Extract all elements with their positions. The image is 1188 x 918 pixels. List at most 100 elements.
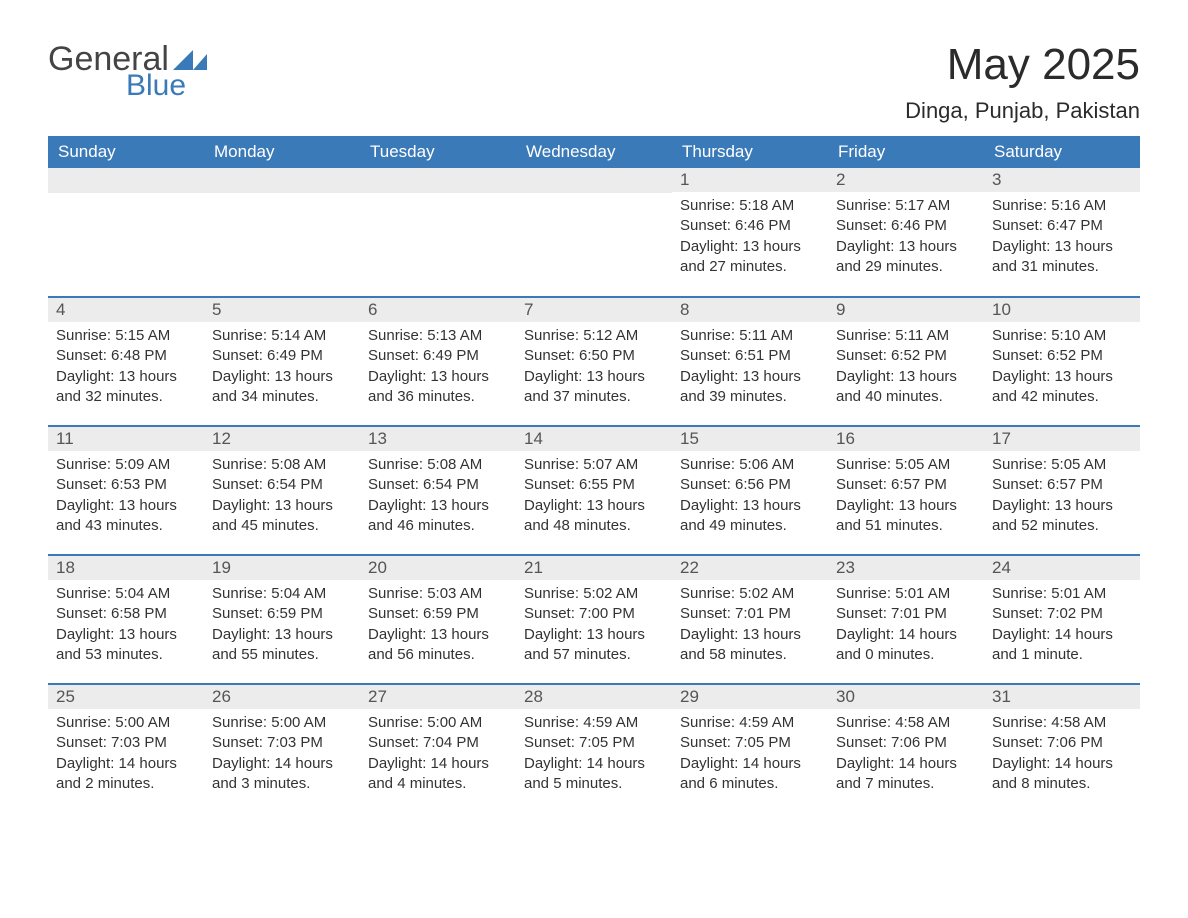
day-cell-empty: [48, 168, 204, 278]
day-number: [48, 168, 204, 193]
day-cell: 19Sunrise: 5:04 AMSunset: 6:59 PMDayligh…: [204, 556, 360, 665]
weekday-header: Monday: [204, 136, 360, 168]
day-cell: 16Sunrise: 5:05 AMSunset: 6:57 PMDayligh…: [828, 427, 984, 536]
sunset-line: Sunset: 6:49 PM: [368, 346, 508, 366]
sunrise-line: Sunrise: 5:04 AM: [212, 584, 352, 604]
day-cell: 29Sunrise: 4:59 AMSunset: 7:05 PMDayligh…: [672, 685, 828, 794]
day-body: Sunrise: 5:11 AMSunset: 6:52 PMDaylight:…: [828, 322, 984, 407]
day-number: 24: [984, 556, 1140, 580]
day-body: Sunrise: 5:18 AMSunset: 6:46 PMDaylight:…: [672, 192, 828, 277]
sunrise-line: Sunrise: 5:07 AM: [524, 455, 664, 475]
day-body: Sunrise: 5:02 AMSunset: 7:01 PMDaylight:…: [672, 580, 828, 665]
week-row: 11Sunrise: 5:09 AMSunset: 6:53 PMDayligh…: [48, 425, 1140, 554]
day-body: Sunrise: 4:59 AMSunset: 7:05 PMDaylight:…: [516, 709, 672, 794]
weeks-container: 1Sunrise: 5:18 AMSunset: 6:46 PMDaylight…: [48, 168, 1140, 812]
sunrise-line: Sunrise: 4:58 AM: [836, 713, 976, 733]
sunset-line: Sunset: 6:52 PM: [836, 346, 976, 366]
sunset-line: Sunset: 6:46 PM: [836, 216, 976, 236]
day-number: 5: [204, 298, 360, 322]
sunset-line: Sunset: 7:05 PM: [524, 733, 664, 753]
day-number: 26: [204, 685, 360, 709]
sunset-line: Sunset: 7:00 PM: [524, 604, 664, 624]
sunrise-line: Sunrise: 4:59 AM: [524, 713, 664, 733]
day-body: Sunrise: 5:06 AMSunset: 6:56 PMDaylight:…: [672, 451, 828, 536]
sunrise-line: Sunrise: 5:03 AM: [368, 584, 508, 604]
sunset-line: Sunset: 7:01 PM: [680, 604, 820, 624]
day-number: 29: [672, 685, 828, 709]
sunset-line: Sunset: 6:56 PM: [680, 475, 820, 495]
daylight-line: Daylight: 13 hours and 57 minutes.: [524, 625, 664, 666]
day-number: [204, 168, 360, 193]
daylight-line: Daylight: 13 hours and 27 minutes.: [680, 237, 820, 278]
daylight-line: Daylight: 13 hours and 51 minutes.: [836, 496, 976, 537]
daylight-line: Daylight: 13 hours and 42 minutes.: [992, 367, 1132, 408]
sunrise-line: Sunrise: 5:11 AM: [680, 326, 820, 346]
day-cell: 10Sunrise: 5:10 AMSunset: 6:52 PMDayligh…: [984, 298, 1140, 407]
daylight-line: Daylight: 13 hours and 37 minutes.: [524, 367, 664, 408]
daylight-line: Daylight: 13 hours and 43 minutes.: [56, 496, 196, 537]
sunrise-line: Sunrise: 5:17 AM: [836, 196, 976, 216]
day-number: 13: [360, 427, 516, 451]
day-cell: 3Sunrise: 5:16 AMSunset: 6:47 PMDaylight…: [984, 168, 1140, 278]
day-number: 19: [204, 556, 360, 580]
day-number: 20: [360, 556, 516, 580]
daylight-line: Daylight: 14 hours and 3 minutes.: [212, 754, 352, 795]
day-body: Sunrise: 5:05 AMSunset: 6:57 PMDaylight:…: [828, 451, 984, 536]
day-body: Sunrise: 5:08 AMSunset: 6:54 PMDaylight:…: [204, 451, 360, 536]
day-cell: 13Sunrise: 5:08 AMSunset: 6:54 PMDayligh…: [360, 427, 516, 536]
sunrise-line: Sunrise: 5:12 AM: [524, 326, 664, 346]
day-number: 30: [828, 685, 984, 709]
day-number: 8: [672, 298, 828, 322]
weekday-header: Tuesday: [360, 136, 516, 168]
sunrise-line: Sunrise: 5:09 AM: [56, 455, 196, 475]
week-row: 18Sunrise: 5:04 AMSunset: 6:58 PMDayligh…: [48, 554, 1140, 683]
sunrise-line: Sunrise: 5:01 AM: [836, 584, 976, 604]
sunrise-line: Sunrise: 5:13 AM: [368, 326, 508, 346]
calendar: SundayMondayTuesdayWednesdayThursdayFrid…: [48, 136, 1140, 812]
week-row: 1Sunrise: 5:18 AMSunset: 6:46 PMDaylight…: [48, 168, 1140, 296]
day-cell: 22Sunrise: 5:02 AMSunset: 7:01 PMDayligh…: [672, 556, 828, 665]
daylight-line: Daylight: 13 hours and 53 minutes.: [56, 625, 196, 666]
daylight-line: Daylight: 14 hours and 7 minutes.: [836, 754, 976, 795]
header: General Blue May 2025 Dinga, Punjab, Pak…: [48, 40, 1140, 124]
day-number: 10: [984, 298, 1140, 322]
day-cell: 17Sunrise: 5:05 AMSunset: 6:57 PMDayligh…: [984, 427, 1140, 536]
day-body: Sunrise: 5:15 AMSunset: 6:48 PMDaylight:…: [48, 322, 204, 407]
sunset-line: Sunset: 6:59 PM: [212, 604, 352, 624]
sunset-line: Sunset: 6:48 PM: [56, 346, 196, 366]
sunrise-line: Sunrise: 5:00 AM: [56, 713, 196, 733]
day-cell-empty: [204, 168, 360, 278]
sunset-line: Sunset: 7:01 PM: [836, 604, 976, 624]
sunset-line: Sunset: 6:50 PM: [524, 346, 664, 366]
day-body: Sunrise: 5:01 AMSunset: 7:02 PMDaylight:…: [984, 580, 1140, 665]
daylight-line: Daylight: 13 hours and 31 minutes.: [992, 237, 1132, 278]
sunset-line: Sunset: 7:05 PM: [680, 733, 820, 753]
sunset-line: Sunset: 7:02 PM: [992, 604, 1132, 624]
day-number: 22: [672, 556, 828, 580]
daylight-line: Daylight: 14 hours and 1 minute.: [992, 625, 1132, 666]
sunrise-line: Sunrise: 5:14 AM: [212, 326, 352, 346]
day-number: 18: [48, 556, 204, 580]
day-cell: 20Sunrise: 5:03 AMSunset: 6:59 PMDayligh…: [360, 556, 516, 665]
day-cell: 4Sunrise: 5:15 AMSunset: 6:48 PMDaylight…: [48, 298, 204, 407]
day-cell: 9Sunrise: 5:11 AMSunset: 6:52 PMDaylight…: [828, 298, 984, 407]
sunrise-line: Sunrise: 5:15 AM: [56, 326, 196, 346]
day-body: Sunrise: 5:01 AMSunset: 7:01 PMDaylight:…: [828, 580, 984, 665]
daylight-line: Daylight: 13 hours and 34 minutes.: [212, 367, 352, 408]
month-title: May 2025: [905, 40, 1140, 90]
sunset-line: Sunset: 6:51 PM: [680, 346, 820, 366]
day-number: 23: [828, 556, 984, 580]
weekday-header: Wednesday: [516, 136, 672, 168]
day-number: 14: [516, 427, 672, 451]
daylight-line: Daylight: 14 hours and 6 minutes.: [680, 754, 820, 795]
day-cell: 31Sunrise: 4:58 AMSunset: 7:06 PMDayligh…: [984, 685, 1140, 794]
sunrise-line: Sunrise: 5:02 AM: [524, 584, 664, 604]
day-cell: 1Sunrise: 5:18 AMSunset: 6:46 PMDaylight…: [672, 168, 828, 278]
sunset-line: Sunset: 6:54 PM: [368, 475, 508, 495]
day-cell: 12Sunrise: 5:08 AMSunset: 6:54 PMDayligh…: [204, 427, 360, 536]
daylight-line: Daylight: 13 hours and 52 minutes.: [992, 496, 1132, 537]
day-body: Sunrise: 5:00 AMSunset: 7:03 PMDaylight:…: [48, 709, 204, 794]
sunrise-line: Sunrise: 5:01 AM: [992, 584, 1132, 604]
day-body: Sunrise: 5:11 AMSunset: 6:51 PMDaylight:…: [672, 322, 828, 407]
day-cell: 14Sunrise: 5:07 AMSunset: 6:55 PMDayligh…: [516, 427, 672, 536]
